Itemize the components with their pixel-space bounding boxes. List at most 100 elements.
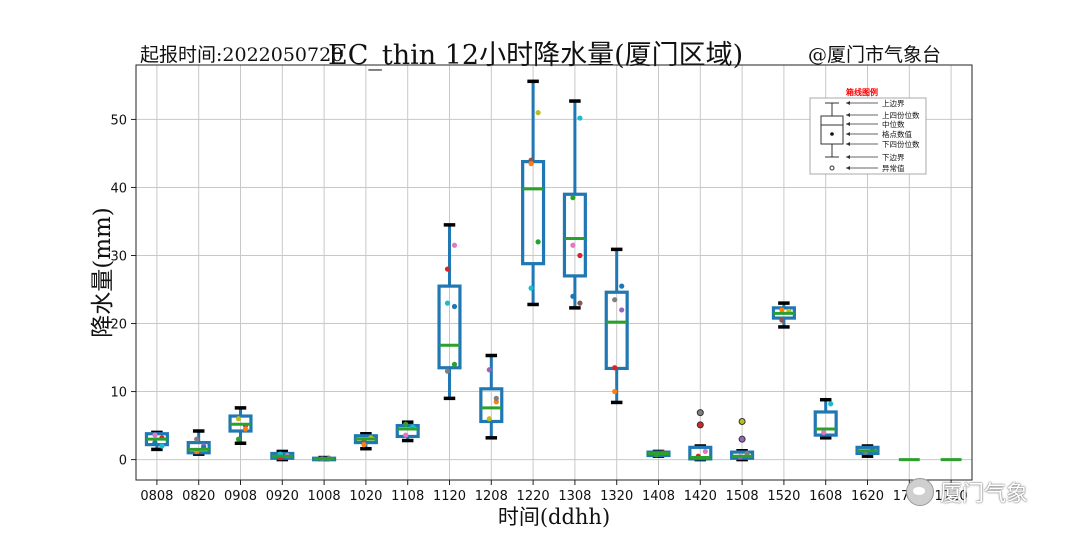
data-point: [821, 429, 827, 435]
outlier-point: [738, 435, 746, 443]
x-tick-label: 1520: [767, 489, 800, 504]
y-tick-label: 40: [110, 181, 127, 196]
x-tick-label: 1120: [433, 489, 466, 504]
box-1020: [353, 431, 378, 451]
box-1220: [521, 79, 546, 307]
legend-item-label: 下边界: [882, 153, 905, 162]
data-point: [612, 365, 618, 371]
chart-title: EC_thin 12小时降水量(厦门区域): [328, 40, 744, 71]
box-0920: [270, 449, 295, 462]
data-point: [159, 443, 165, 449]
x-tick-label: 0920: [266, 489, 299, 504]
data-point: [619, 283, 625, 289]
x-tick-label: 1620: [851, 489, 884, 504]
data-point: [577, 300, 583, 306]
x-tick-label: 1408: [642, 489, 675, 504]
box-1120: [437, 223, 462, 401]
x-tick-label: 1108: [391, 489, 424, 504]
data-point: [493, 395, 499, 401]
data-point: [152, 432, 158, 438]
legend-arrowhead: [846, 101, 850, 105]
data-point: [570, 195, 576, 201]
data-point: [535, 239, 541, 245]
data-point: [528, 161, 534, 167]
x-tick-label: 1208: [475, 489, 508, 504]
data-point: [828, 401, 834, 407]
box-0808: [144, 430, 169, 452]
box-1408: [646, 449, 671, 458]
data-point: [619, 307, 625, 313]
data-point: [528, 285, 534, 291]
box-1520: [771, 301, 796, 329]
legend-arrowhead: [846, 166, 850, 170]
x-tick-label: 0820: [182, 489, 215, 504]
box-1508: [730, 417, 755, 462]
data-point: [570, 242, 576, 248]
data-point: [194, 436, 200, 442]
box-1608: [813, 397, 838, 440]
legend-item-label: 上边界: [882, 99, 905, 108]
data-point: [486, 367, 492, 373]
legend-item-label: 异常值: [882, 163, 905, 173]
box-1620: [855, 444, 880, 458]
data-point: [152, 439, 158, 446]
legend-item-label: 格点数值: [882, 129, 912, 139]
y-tick-label: 30: [110, 249, 127, 264]
legend-arrowhead: [846, 113, 850, 117]
data-point: [779, 317, 785, 323]
data-point: [612, 297, 618, 303]
data-point: [577, 252, 583, 259]
box-iqr: [437, 284, 462, 370]
legend-item-label: 中位数: [882, 119, 905, 129]
data-point: [242, 426, 249, 432]
y-tick-label: 10: [110, 386, 127, 401]
y-tick-label: 20: [110, 318, 127, 333]
data-point: [577, 115, 583, 121]
y-tick-label: 0: [119, 454, 127, 469]
legend-item-label: 上四份位数: [882, 110, 920, 120]
x-tick-label: 0808: [140, 489, 173, 504]
issue-time-label: 起报时间:2022050720: [140, 44, 344, 66]
legend-item-label: 下四份位数: [882, 139, 920, 149]
data-point: [451, 361, 458, 367]
x-tick-label: 1008: [308, 489, 341, 504]
x-tick-label: 1508: [726, 489, 759, 504]
data-point: [444, 300, 451, 306]
data-point: [535, 110, 541, 116]
box-iqr: [813, 410, 838, 437]
outlier-point: [738, 417, 746, 425]
x-tick-label: 1220: [517, 489, 550, 504]
watermark: 厦门气象: [906, 476, 1028, 508]
data-point: [612, 388, 618, 395]
data-point: [403, 421, 409, 427]
legend-point: [830, 132, 834, 136]
legend-outlier: [829, 165, 835, 171]
x-tick-label: 1320: [600, 489, 633, 504]
x-tick-label: 1608: [809, 489, 842, 504]
data-point: [451, 303, 458, 310]
x-tick-label: 1308: [558, 489, 591, 504]
box-1208: [479, 353, 504, 440]
wechat-icon: [906, 478, 934, 506]
data-point: [235, 416, 242, 422]
x-tick-label: 1420: [684, 489, 717, 504]
box-iqr: [479, 387, 504, 424]
data-point: [235, 436, 242, 442]
box-0908: [228, 406, 253, 446]
watermark-text: 厦门气象: [940, 482, 1029, 507]
data-point: [361, 442, 367, 448]
box-iqr: [562, 192, 587, 278]
box-1320: [604, 247, 629, 405]
x-tick-label: 0908: [224, 489, 257, 504]
box-1008: [312, 455, 337, 462]
y-tick-label: 50: [110, 113, 127, 128]
plot-frame: [135, 64, 973, 481]
box-0820: [186, 429, 211, 456]
data-point: [779, 307, 785, 313]
x-tick-label: 1020: [349, 489, 382, 504]
outlier-point: [696, 421, 704, 429]
legend-frame: [809, 97, 927, 175]
y-axis-label: 降水量(mm): [90, 207, 116, 338]
